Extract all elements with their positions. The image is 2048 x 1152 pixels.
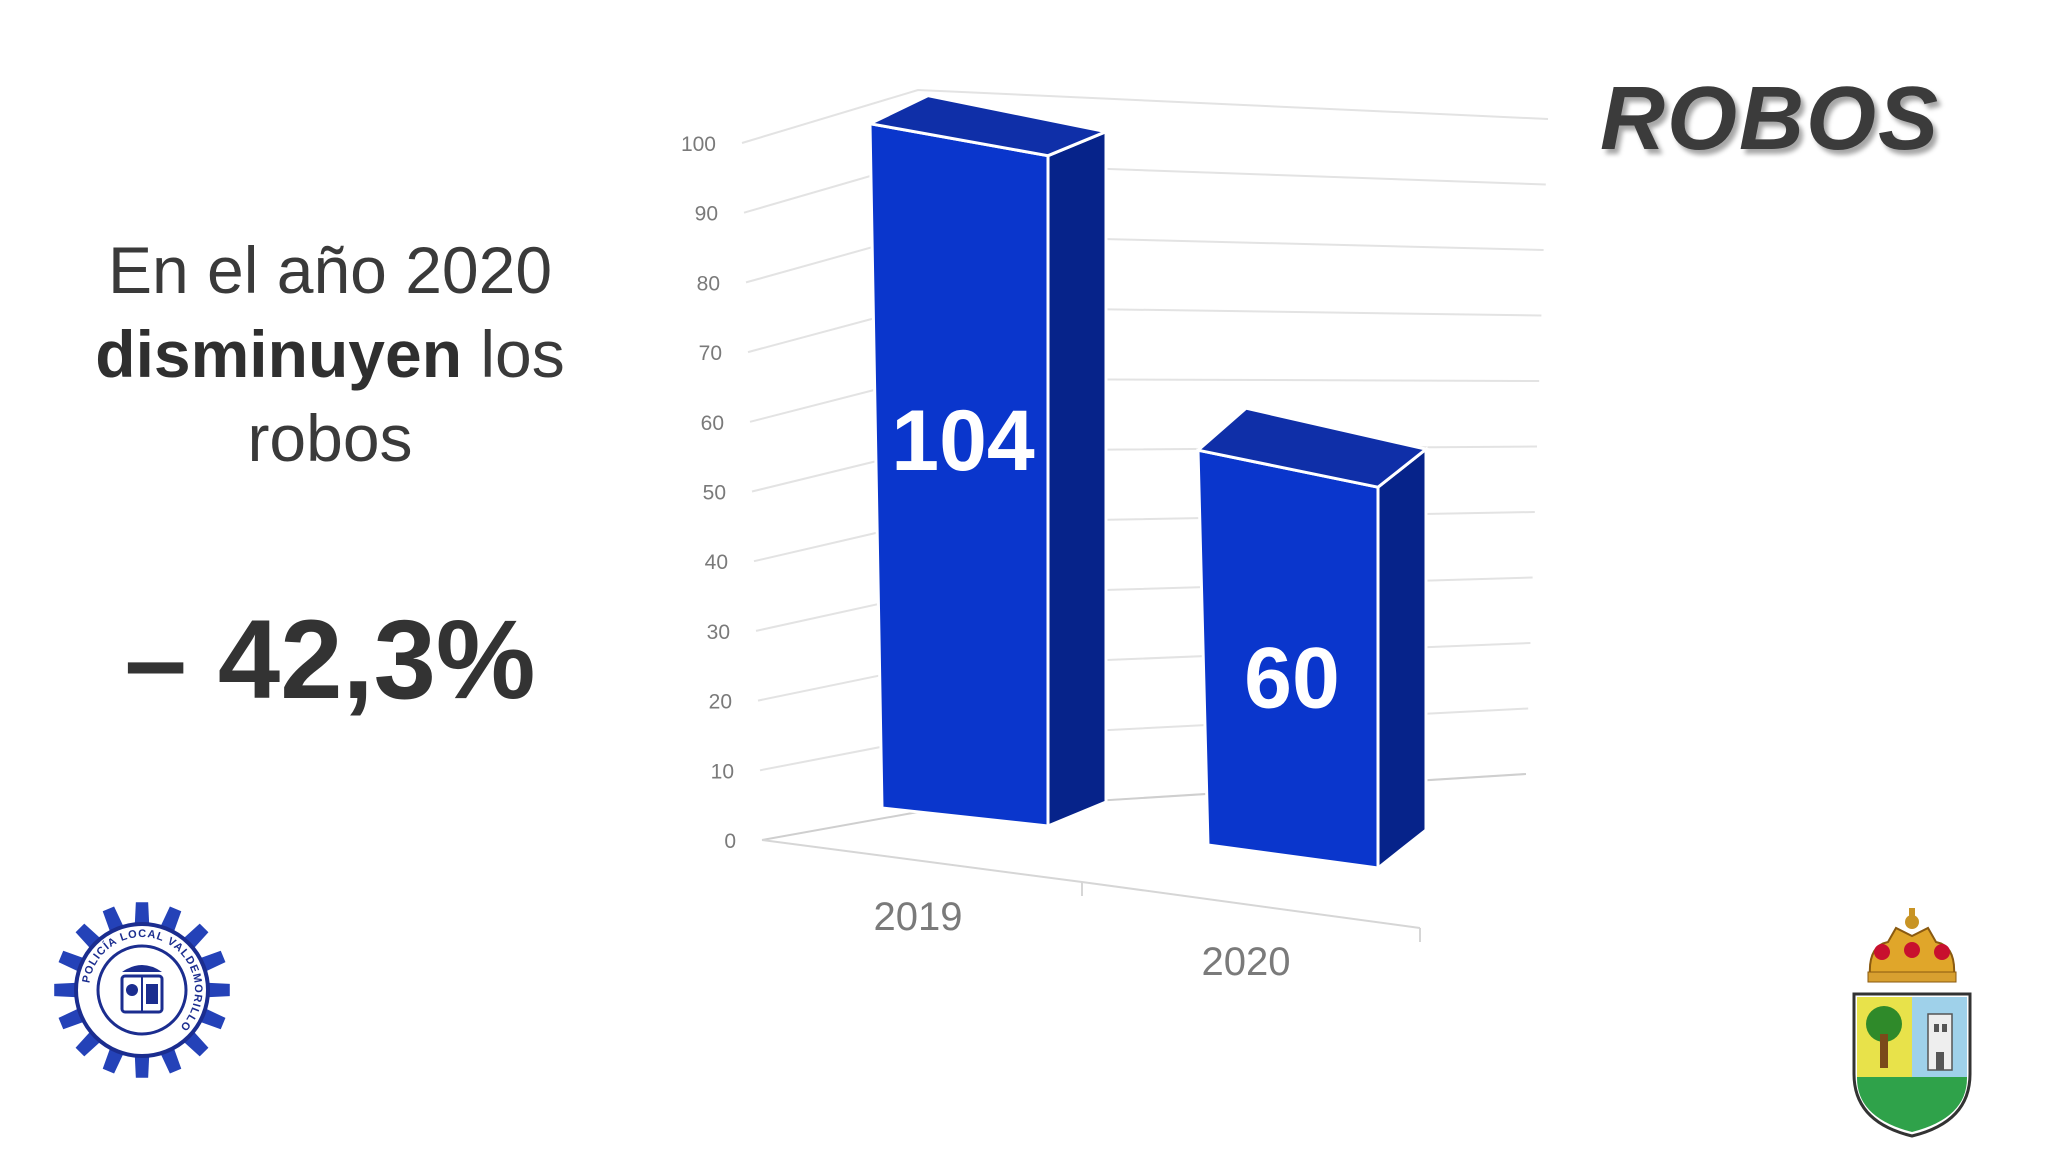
y-axis-ticks: 0 10 20 30 40 50 60 70 80 90 100 [681,133,736,853]
gridline [749,377,1540,423]
y-tick-label: 90 [695,203,718,226]
coat-of-arms-logo [1852,908,1972,1138]
bar-top-2019 [865,94,1112,158]
headline: En el año 2020 disminuyen los robos [40,228,620,480]
x-category-label: 2019 [874,895,963,939]
y-tick-label: 50 [703,482,726,505]
headline-line3: robos [247,401,413,475]
y-tick-label: 10 [711,760,734,783]
bar-top-2020 [1194,406,1430,489]
gridline [741,88,1549,144]
police-badge-logo: POLICÍA LOCAL VALDEMORILLO [54,902,230,1078]
x-category-label: 2020 [1202,940,1291,984]
headline-bold: disminuyen [95,317,463,391]
headline-line2: disminuyen los [40,312,620,396]
gridline [747,305,1542,354]
headline-line1: En el año 2020 [107,233,553,307]
data-label: 60 [1244,631,1340,727]
y-tick-label: 30 [707,621,730,644]
data-label: 104 [891,393,1035,489]
y-tick-label: 20 [709,691,732,714]
y-tick-label: 80 [697,272,720,295]
percent-change: – 42,3% [124,597,536,722]
y-tick-label: 0 [724,830,736,853]
y-tick-label: 100 [681,133,716,156]
headline-rest: los [462,317,565,391]
bar-side-2020 [1376,446,1428,872]
gridline [743,161,1546,214]
y-tick-label: 40 [705,551,728,574]
slide-title: ROBOS [1599,69,1940,169]
bar-side-2019 [1046,129,1108,829]
chart-bars: 104 60 [865,94,1430,872]
x-axis-labels: 2019 2020 [874,895,1291,984]
gridline [745,233,1544,284]
y-tick-label: 60 [701,412,724,435]
y-tick-label: 70 [699,342,722,365]
